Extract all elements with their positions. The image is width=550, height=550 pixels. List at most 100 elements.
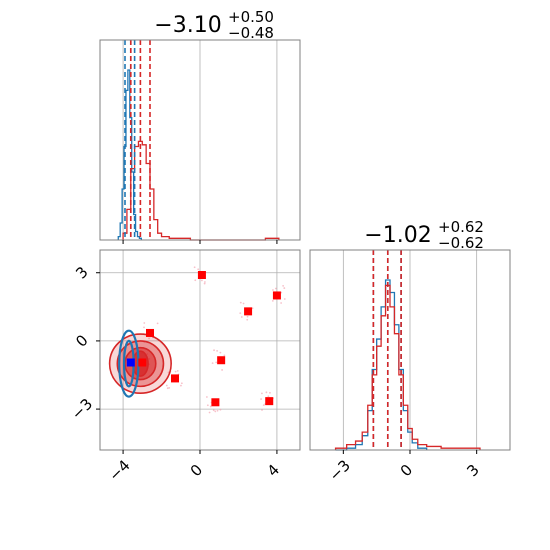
red-square-marker [171,374,179,383]
x-tick-label: 0 [187,461,206,480]
sample-point [242,302,245,305]
sample-point [214,410,217,413]
x-tick-label: 3 [463,461,482,480]
sample-point [143,326,145,329]
sample-point [194,279,197,282]
red-square-marker [146,328,154,337]
sample-point [203,282,206,285]
quantile-lines [372,250,402,450]
sample-point [246,315,249,318]
blue-square-marker [126,358,135,367]
histogram-step-line [334,284,481,450]
sample-point [165,384,168,387]
sample-point [216,409,219,412]
grid-lines [342,250,478,450]
grid-lines [122,40,278,240]
sample-point [180,382,183,385]
tick-marks [342,450,478,454]
sample-point [262,404,265,407]
plot-area [108,266,286,414]
sample-point [280,302,283,304]
histogram-step-line [335,279,428,451]
sample-point [239,312,242,315]
sample-point [269,391,271,394]
sample-point [203,281,206,283]
sample-point [240,316,243,318]
square-markers [126,271,281,407]
histogram-title-param1: −3.10 [154,13,221,38]
sample-point [180,384,182,387]
histogram-series [334,279,481,451]
sample-point [272,289,274,291]
x-tick-labels: −4 0 4 [105,456,283,484]
y-tick-label: −3 [68,395,96,423]
x-tick-label: −3 [326,456,354,484]
sample-point [213,349,215,352]
tick-marks [122,240,278,244]
sample-point [265,391,268,394]
red-square-marker [272,291,281,300]
sample-point [197,268,200,271]
sample-point [282,284,285,287]
title-lower-error: −0.62 [438,234,484,252]
x-tick-label: 4 [264,461,283,480]
sample-point [209,405,212,408]
x-tick-label: −4 [105,456,133,484]
title-upper-error: +0.62 [438,218,484,236]
sample-point [261,409,263,411]
title-upper-error: +0.50 [228,8,274,26]
x-tick-labels: −3 0 3 [326,456,483,484]
sample-point [200,279,203,282]
sample-point [166,387,169,390]
red-square-marker [138,358,147,367]
red-square-marker [217,356,226,365]
histogram-series [117,69,280,241]
sample-point [246,318,249,321]
title-lower-error: −0.48 [228,24,274,42]
sample-point [274,287,277,290]
histogram-title-param2: −1.02 [364,223,431,248]
red-square-marker [197,271,206,279]
sample-point [219,408,222,411]
sample-point [211,362,214,364]
sample-point [176,369,179,372]
quantile-lines [124,40,151,240]
sample-point [193,266,196,269]
red-square-marker [211,398,220,407]
x-tick-label: 0 [397,461,416,480]
histogram-step-line [122,140,280,241]
tick-marks [96,272,278,454]
sample-point [208,411,211,414]
sample-point [216,349,219,352]
grid-lines [100,250,300,450]
histogram-panel-param1: −3.10 +0.50 −0.48 [99,8,301,244]
sample-point [156,322,159,325]
sample-point [219,351,222,354]
sample-point [143,322,146,324]
sample-point [239,301,242,304]
sample-point [174,370,177,373]
scatter-contour-panel: −4 0 4 −3 0 3 [68,249,301,485]
sample-point [283,298,286,300]
histogram-panel-param2: −3 0 3 −1.02 +0.62 −0.62 [309,218,511,485]
sample-point [212,409,215,412]
sample-point [261,392,263,395]
y-tick-label: 0 [72,331,91,350]
red-square-marker [265,397,274,406]
sample-point [215,361,218,364]
y-tick-labels: −3 0 3 [68,263,96,423]
sample-point [221,369,223,371]
sample-point [271,299,274,302]
title-value: −3.10 [154,13,221,38]
sample-point [148,337,150,340]
sample-point [223,354,226,357]
y-tick-label: 3 [72,263,91,282]
red-square-marker [244,307,253,316]
histogram-step-line [117,69,142,240]
sample-point [205,396,208,398]
sample-point [283,287,286,289]
sample-point [267,395,270,398]
sample-point [168,386,171,389]
title-value: −1.02 [364,223,431,248]
